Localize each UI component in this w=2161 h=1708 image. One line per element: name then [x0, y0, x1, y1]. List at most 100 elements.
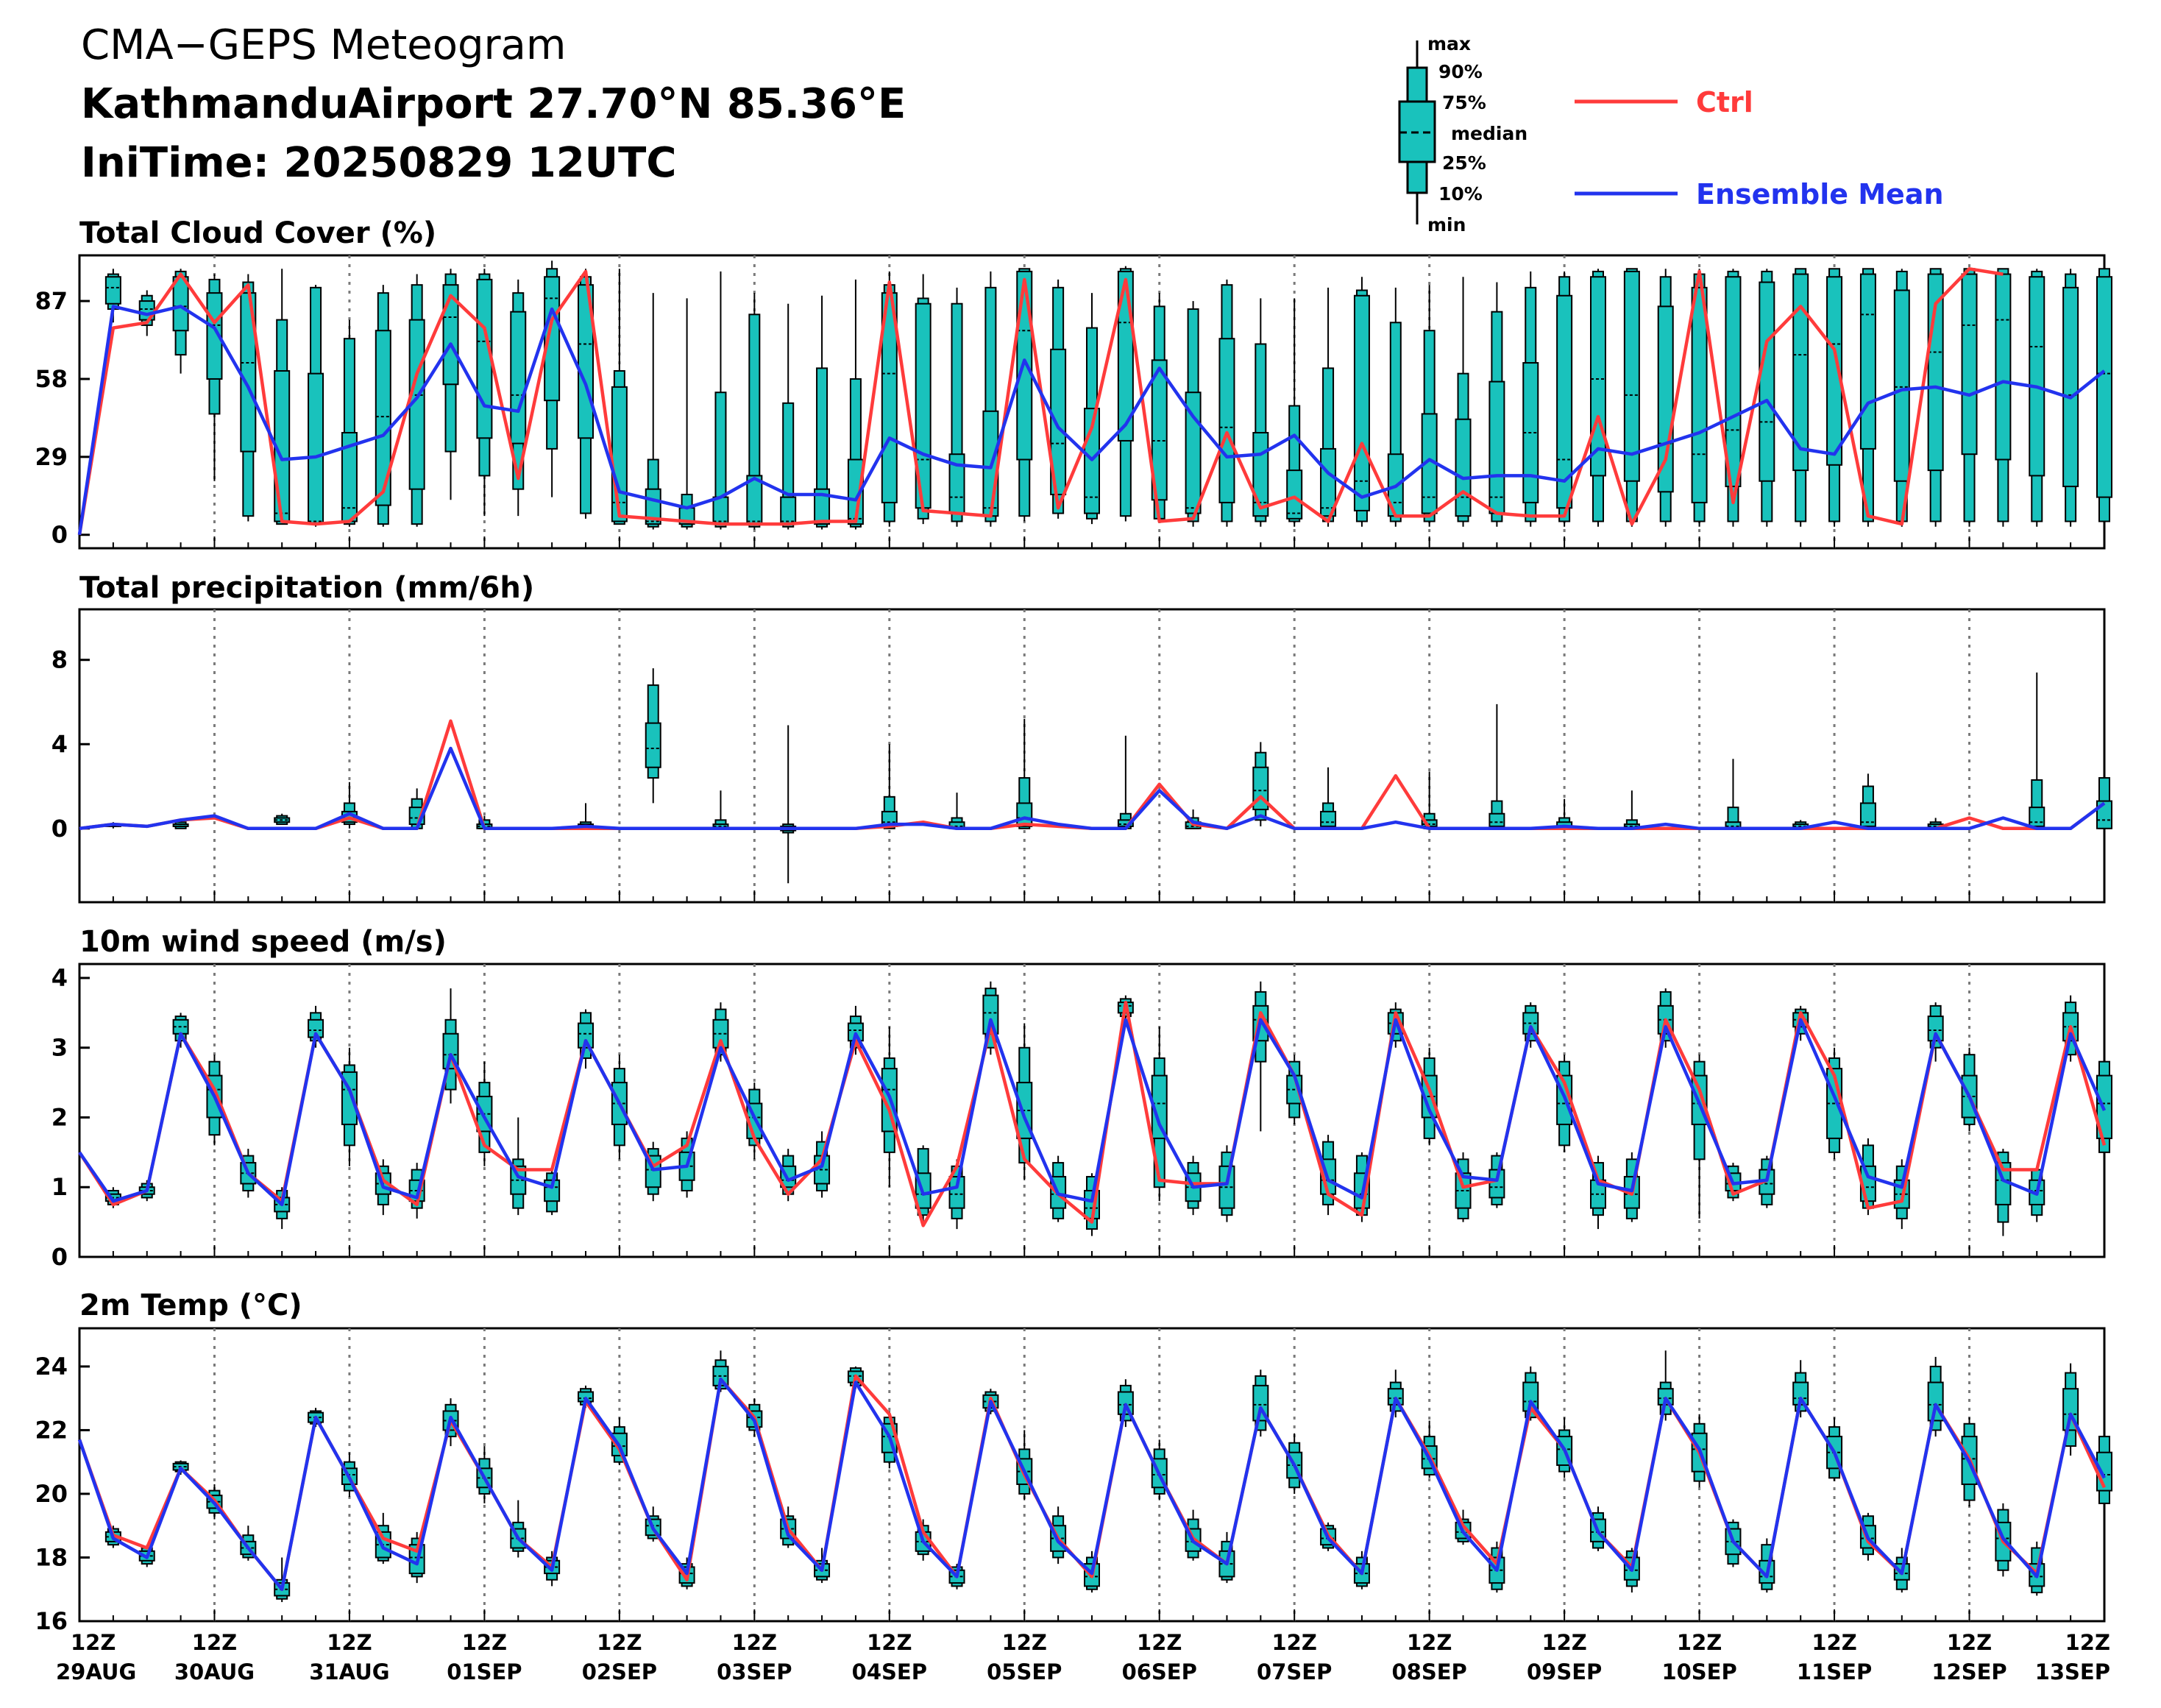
- x-tick-date-label: 02SEP: [582, 1659, 657, 1684]
- box-inner: [544, 276, 561, 402]
- x-tick-hour-label: 12Z: [1407, 1630, 1452, 1655]
- box-plot: [1657, 1350, 1674, 1421]
- box-plot: [1016, 718, 1033, 829]
- y-tick-label: 16: [35, 1607, 68, 1635]
- box-inner: [2096, 276, 2112, 498]
- ensemble-mean-line: [78, 1018, 2107, 1207]
- box-plot: [780, 725, 797, 884]
- line-legend: Ctrl Ensemble Mean: [1575, 86, 1944, 210]
- box-inner: [104, 276, 121, 305]
- box-inner: [814, 488, 831, 525]
- key-label-median: median: [1451, 123, 1527, 144]
- box-plot: [881, 271, 898, 527]
- box-plot: [442, 988, 459, 1104]
- box-inner: [712, 496, 729, 525]
- box-plot: [1859, 268, 1876, 527]
- box-plot: [1556, 271, 1573, 527]
- box-plot: [1826, 1417, 1843, 1481]
- figure-init-time: IniTime: 20250829 12UTC: [81, 139, 676, 187]
- box-inner: [1050, 348, 1067, 495]
- box-plot: [1320, 767, 1337, 829]
- box-plot: [1050, 279, 1067, 519]
- box-inner: [1792, 273, 1809, 472]
- box-inner: [780, 496, 797, 525]
- box-plot: [746, 293, 763, 530]
- box-plot: [1387, 287, 1404, 527]
- y-tick-label: 24: [35, 1353, 68, 1381]
- box-plot: [780, 1149, 797, 1202]
- x-tick-date-label: 03SEP: [717, 1659, 792, 1684]
- box-plot: [1488, 282, 1505, 527]
- x-tick-date-label: 10SEP: [1661, 1659, 1736, 1684]
- box-plot: [341, 319, 358, 527]
- x-tick-date-label: 08SEP: [1392, 1659, 1467, 1684]
- box-plot: [1353, 277, 1370, 527]
- key-label-p25: 25%: [1442, 152, 1486, 174]
- box-plot: [678, 298, 695, 530]
- panel-temperature: 2m Temp (°C) 16 18 20 22 24: [35, 1289, 2112, 1635]
- figure-title: CMA−GEPS Meteogram: [81, 21, 566, 69]
- key-label-max: max: [1427, 33, 1471, 54]
- box-inner: [1893, 289, 1910, 482]
- box-plot: [2029, 672, 2045, 829]
- box-plot: [2096, 1055, 2112, 1174]
- x-tick-date-label: 01SEP: [447, 1659, 522, 1684]
- key-label-p75: 75%: [1442, 92, 1486, 113]
- box-plot: [1556, 1055, 1573, 1152]
- box-inner: [510, 311, 527, 444]
- box-inner: [1455, 418, 1472, 517]
- box-inner: [1657, 305, 1674, 493]
- y-tick-label: 22: [35, 1416, 68, 1444]
- x-tick-hour-label: 12Z: [1002, 1630, 1047, 1655]
- panel-cloud-cover: Total Cloud Cover (%) 0 29 58 87: [35, 216, 2112, 550]
- box-plot: [1151, 1439, 1168, 1500]
- box-plot: [1792, 268, 1809, 527]
- box-plot: [1488, 704, 1505, 829]
- box-plot: [1725, 759, 1742, 829]
- x-tick-date-label: 05SEP: [987, 1659, 1062, 1684]
- box-plot: [645, 1141, 661, 1202]
- box-inner: [645, 722, 661, 768]
- box-inner: [1488, 812, 1505, 827]
- box-plot: [274, 813, 291, 826]
- box-plot: [1252, 742, 1269, 826]
- x-tick-hour-label: 12Z: [1947, 1630, 1992, 1655]
- y-tick-label: 18: [35, 1543, 68, 1571]
- key-label-p90: 90%: [1438, 61, 1483, 82]
- box-plot: [2029, 269, 2045, 527]
- key-label-p10: 10%: [1438, 183, 1483, 205]
- box-inner: [2062, 286, 2079, 488]
- box-plot: [206, 274, 223, 481]
- box-plot: [442, 1398, 459, 1447]
- box-inner: [1691, 286, 1708, 503]
- box-inner: [847, 458, 864, 525]
- box-plot: [308, 285, 324, 527]
- box-plot: [104, 269, 121, 323]
- box-plot: [544, 261, 561, 497]
- y-tick-label: 20: [35, 1480, 68, 1508]
- box-inner: [1151, 359, 1168, 501]
- x-tick-hour-label: 12Z: [1541, 1630, 1586, 1655]
- box-inner: [1961, 273, 1978, 456]
- box-inner: [948, 1176, 965, 1209]
- box-plot: [1759, 269, 1775, 527]
- y-tick-label: 4: [52, 730, 68, 758]
- box-plot: [476, 269, 493, 517]
- box-plot: [1590, 269, 1606, 527]
- box-plot: [1995, 268, 2012, 527]
- box-plot: [1016, 268, 1033, 522]
- x-tick-hour-label: 12Z: [327, 1630, 372, 1655]
- box-inner: [2029, 276, 2045, 477]
- x-tick-hour-label: 12Z: [1677, 1630, 1722, 1655]
- panel-title-cloud-cover: Total Cloud Cover (%): [79, 216, 436, 250]
- legend-mean-label: Ensemble Mean: [1696, 178, 1944, 210]
- box-inner: [442, 284, 459, 386]
- plot-frame: [78, 608, 2106, 904]
- box-plot: [712, 271, 729, 530]
- box-inner: [1218, 338, 1235, 503]
- x-tick-hour-label: 12Z: [1812, 1630, 1856, 1655]
- box-inner: [1859, 273, 1876, 450]
- box-plot: [1961, 268, 1978, 527]
- x-axis: 12Z 29AUG 12Z 30AUG 12Z 31AUG 12Z 01SEP 12Z 02SEP…: [56, 1630, 2110, 1684]
- box-plot: [240, 274, 257, 522]
